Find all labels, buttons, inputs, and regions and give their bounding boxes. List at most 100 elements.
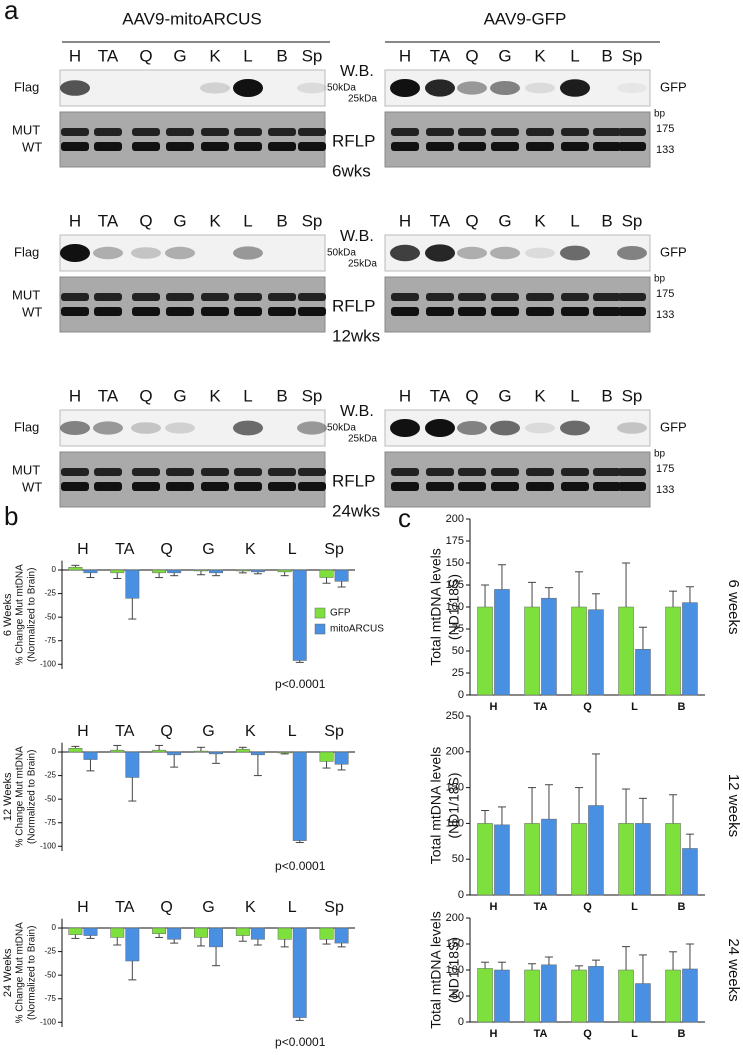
x-tick-label: Sp <box>324 541 344 558</box>
rflp-band <box>426 482 454 491</box>
x-tick-label: H <box>490 901 498 913</box>
rflp-band <box>132 142 160 151</box>
rflp-band <box>458 128 486 136</box>
rflp-band <box>526 142 554 151</box>
lane-label: Q <box>465 386 478 405</box>
bar <box>235 748 250 753</box>
y-axis-label: % Change Mut mtDNA <box>15 746 26 847</box>
lane-label: G <box>173 46 186 65</box>
y-tick-label: -75 <box>44 636 56 645</box>
lane-label: H <box>69 46 81 65</box>
rflp-band <box>491 468 519 476</box>
time-label: 6 Weeks <box>2 593 14 636</box>
x-tick-label: L <box>288 541 297 558</box>
blot-label: GFP <box>660 244 687 259</box>
time-label: 24 Weeks <box>2 948 14 997</box>
bar <box>477 968 493 1023</box>
rflp-band <box>201 142 229 151</box>
marker-label: 133 <box>656 484 674 496</box>
bar <box>477 823 493 896</box>
lane-label: L <box>243 211 252 230</box>
lane-label: Q <box>465 46 478 65</box>
rflp-band <box>132 468 160 476</box>
bar <box>319 927 334 940</box>
wb-band <box>131 422 161 434</box>
group-title: AAV9-mitoARCUS <box>122 9 262 28</box>
x-tick-label: TA <box>534 701 548 713</box>
y-axis-label: Total mtDNA levels <box>428 747 444 864</box>
rflp-band <box>391 307 419 316</box>
rflp-band <box>458 482 486 491</box>
x-tick-label: K <box>245 899 256 916</box>
x-tick-label: B <box>678 701 686 713</box>
rflp-band <box>94 482 122 491</box>
bar <box>250 569 265 573</box>
rflp-strip <box>384 451 651 508</box>
wb-band <box>525 422 555 434</box>
y-tick-label: 150 <box>446 557 464 569</box>
lane-label: TA <box>430 211 451 230</box>
x-tick-label: H <box>77 899 89 916</box>
lane-label: Sp <box>622 46 643 65</box>
y-tick-label: 175 <box>446 535 464 547</box>
bar <box>277 927 292 940</box>
rflp-band <box>201 468 229 476</box>
bar <box>524 606 540 696</box>
bar <box>682 848 698 896</box>
bar <box>209 751 223 755</box>
blot-label: Flag <box>14 244 39 259</box>
marker-label: bp <box>654 109 666 120</box>
lane-label: Sp <box>622 211 643 230</box>
rflp-band <box>268 142 296 151</box>
y-tick-label: -25 <box>44 771 56 780</box>
y-tick-label: -50 <box>44 970 56 979</box>
bar <box>110 749 125 753</box>
bar <box>319 751 334 762</box>
y-tick-label: -25 <box>44 947 56 956</box>
lane-label: L <box>570 46 579 65</box>
y-tick-label: 100 <box>446 964 464 976</box>
wb-band <box>93 246 123 260</box>
bar <box>167 569 182 574</box>
bar <box>152 927 167 934</box>
rflp-strip <box>59 451 326 508</box>
bar <box>319 569 334 578</box>
lane-label: Q <box>139 386 152 405</box>
rflp-band <box>298 142 326 151</box>
rflp-band <box>94 142 122 151</box>
bar <box>250 927 265 940</box>
x-tick-label: Q <box>583 701 592 713</box>
rflp-band <box>458 468 486 476</box>
rflp-band <box>618 142 646 151</box>
rflp-band <box>201 293 229 301</box>
y-axis-label: (Normalized to Brain) <box>27 750 38 844</box>
bar <box>110 927 125 938</box>
y-tick-label: 200 <box>446 912 464 924</box>
bar <box>209 927 223 948</box>
rflp-band <box>426 142 454 151</box>
timepoint-label: 6wks <box>332 161 371 180</box>
wb-band <box>165 422 195 434</box>
wb-band <box>617 82 647 94</box>
lane-label: Q <box>465 211 478 230</box>
bar <box>588 966 604 1023</box>
time-label: 6 weeks <box>725 579 742 634</box>
rflp-band <box>268 293 296 301</box>
lane-label: L <box>570 211 579 230</box>
rflp-band <box>391 468 419 476</box>
x-tick-label: L <box>288 899 297 916</box>
marker-label: 175 <box>656 288 674 300</box>
wb-band <box>560 420 590 436</box>
bar <box>682 602 698 696</box>
wb-band <box>425 79 455 97</box>
rflp-band <box>234 293 262 301</box>
rflp-band <box>61 142 89 151</box>
bar <box>152 749 167 753</box>
rflp-band <box>61 128 89 136</box>
bar <box>83 927 98 936</box>
y-tick-label: -75 <box>44 818 56 827</box>
rflp-band <box>234 142 262 151</box>
rflp-band <box>526 307 554 316</box>
y-tick-label: -50 <box>44 612 56 621</box>
